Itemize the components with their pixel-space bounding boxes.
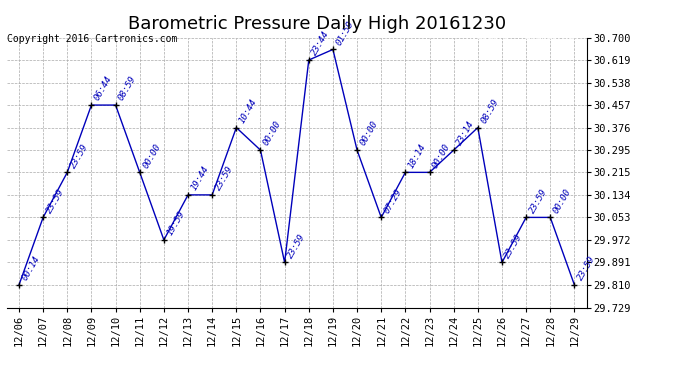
Text: 23:59: 23:59 [69,142,90,170]
Text: Copyright 2016 Cartronics.com: Copyright 2016 Cartronics.com [7,34,177,44]
Text: Pressure  (Inches/Hg): Pressure (Inches/Hg) [466,32,579,41]
Text: 01:59: 01:59 [335,19,355,46]
Text: 00:00: 00:00 [141,142,162,170]
Text: 23:59: 23:59 [576,254,597,282]
Text: 00:00: 00:00 [552,187,573,214]
Text: 23:59: 23:59 [214,164,235,192]
Text: 00:14: 00:14 [21,254,41,282]
Text: 08:59: 08:59 [480,97,500,125]
Text: 00:00: 00:00 [431,142,452,170]
Text: 00:00: 00:00 [359,120,380,147]
Text: 18:14: 18:14 [407,142,428,170]
Text: 23:59: 23:59 [286,232,307,260]
Text: 23:59: 23:59 [45,187,66,214]
Text: 07:29: 07:29 [383,187,404,214]
Text: 19:59: 19:59 [166,209,186,237]
Text: 06:44: 06:44 [93,75,114,102]
Text: 23:59: 23:59 [528,187,549,214]
Text: 23:59: 23:59 [504,232,524,260]
Text: 19:44: 19:44 [190,164,210,192]
Text: Barometric Pressure Daily High 20161230: Barometric Pressure Daily High 20161230 [128,15,506,33]
Text: 08:59: 08:59 [117,75,138,102]
Text: 23:44: 23:44 [310,30,331,57]
Text: 10:44: 10:44 [238,97,259,125]
Text: 00:00: 00:00 [262,120,283,147]
Text: 23:14: 23:14 [455,120,476,147]
